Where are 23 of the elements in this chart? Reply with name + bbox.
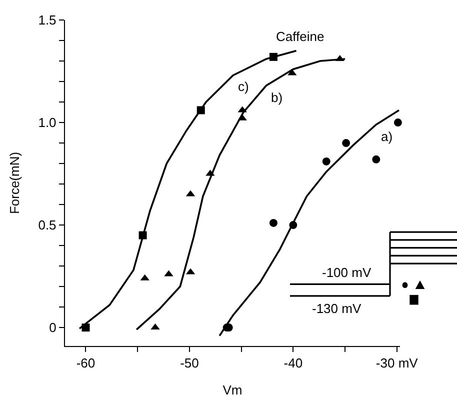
x-tick-label: -40 (284, 356, 303, 371)
annotation: -100 mV (322, 265, 372, 280)
point (322, 157, 330, 166)
annotation: Caffeine (276, 29, 324, 44)
series-label: c) (238, 79, 249, 94)
x-tick-label: -30 mV (376, 356, 418, 371)
point (394, 118, 402, 127)
line-series (78, 50, 298, 330)
y-axis-title: Force(mN) (7, 152, 22, 214)
series-label: b) (271, 90, 283, 105)
y-tick-label: 1.0 (38, 115, 56, 130)
x-axis-title: Vm (222, 382, 242, 398)
line-series (218, 109, 400, 337)
y-tick-label: 0.5 (38, 218, 56, 233)
x-tick-label: -50 (180, 356, 199, 371)
point (342, 139, 350, 148)
y-tick-label: 1.5 (38, 12, 56, 28)
y-tick-label: 0 (49, 320, 56, 336)
series-label: a) (381, 129, 393, 144)
point (269, 218, 278, 227)
point (372, 155, 380, 164)
x-tick-label: -60 (76, 356, 96, 371)
annotation: -130 mV (312, 301, 362, 316)
